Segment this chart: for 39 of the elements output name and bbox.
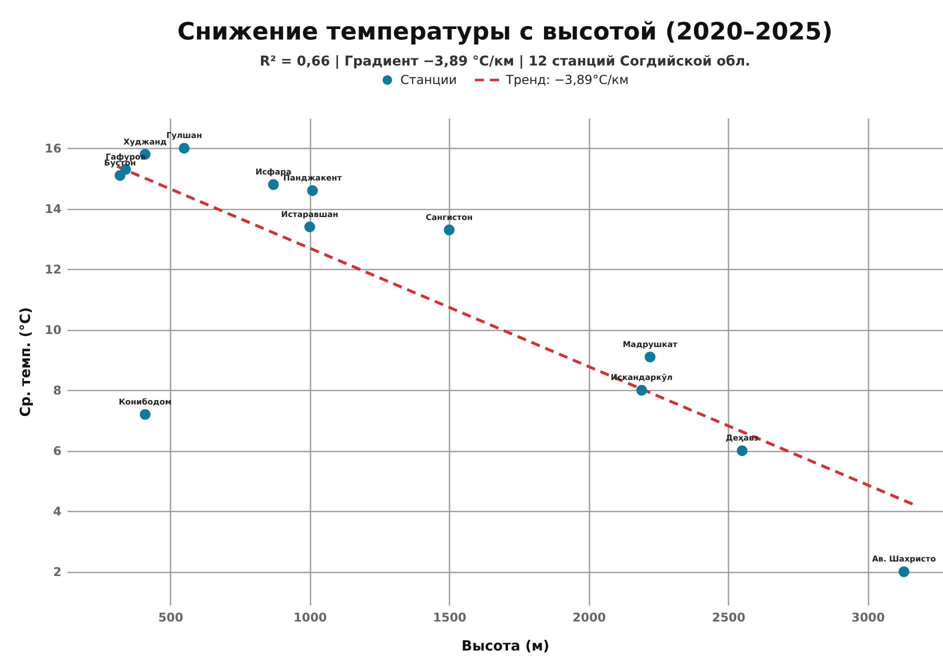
x-tick-label: 1500 <box>433 610 466 624</box>
point <box>178 142 190 154</box>
point <box>644 352 656 362</box>
point <box>444 224 455 236</box>
x-axis-title: Высота (м) <box>462 638 550 654</box>
y-tick-label: 12 <box>44 262 62 277</box>
annotation: Искандаркӯл <box>610 373 673 382</box>
annotation: Деҳавз <box>726 434 759 443</box>
point <box>268 179 279 190</box>
x-tick-label: 500 <box>158 610 184 624</box>
y-tick-label: 16 <box>44 142 62 156</box>
x-tick-label: 3000 <box>851 610 885 624</box>
x-tick-label: 2500 <box>712 610 746 624</box>
y-tick-label: 6 <box>53 444 62 458</box>
point <box>636 384 648 396</box>
y-axis-title: Ср. темп. (°C) <box>18 307 34 417</box>
annotation: Гулшан <box>166 131 202 140</box>
point <box>307 185 318 196</box>
point <box>736 445 748 456</box>
y-tick-label: 2 <box>53 565 62 580</box>
legend-label: Станции <box>400 72 457 87</box>
chart-subtitle: R² = 0,66 | Градиент −3,89 °C/км | 12 станций Согдийской обл. <box>260 54 750 70</box>
y-tick-label: 14 <box>44 202 62 216</box>
x-tick-label: 1000 <box>294 610 327 624</box>
annotation: Худжанд <box>124 137 168 146</box>
annotation: Мадрушкат <box>622 340 678 349</box>
y-tick-label: 4 <box>53 504 62 519</box>
y-tick-label: 8 <box>53 384 62 398</box>
point <box>304 222 316 232</box>
legend-label: Тренд: −3,89°C/км <box>504 72 629 87</box>
chart-title: Снижение температуры с высотой (2020–2025) <box>177 18 833 46</box>
point <box>140 409 150 420</box>
point <box>898 566 910 578</box>
annotation: Сангистон <box>426 212 473 222</box>
y-tick-label: 10 <box>44 323 62 338</box>
annotation: Конибодом <box>118 397 172 406</box>
x-tick-label: 2000 <box>572 610 606 624</box>
annotation: Истаравшан <box>281 210 338 219</box>
annotation: Ав. Шахристо <box>872 554 936 564</box>
